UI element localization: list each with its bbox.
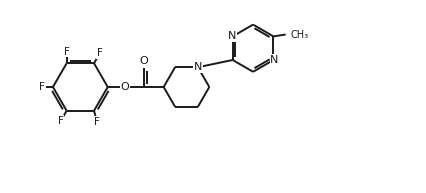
Text: O: O <box>120 82 129 92</box>
Text: O: O <box>139 56 148 66</box>
Text: F: F <box>38 82 44 92</box>
Text: N: N <box>193 62 201 72</box>
Text: F: F <box>63 47 69 57</box>
Text: N: N <box>269 55 278 65</box>
Text: N: N <box>227 31 236 41</box>
Text: CH₃: CH₃ <box>290 30 308 40</box>
Text: F: F <box>94 117 100 127</box>
Text: F: F <box>58 116 64 126</box>
Text: F: F <box>97 48 102 58</box>
